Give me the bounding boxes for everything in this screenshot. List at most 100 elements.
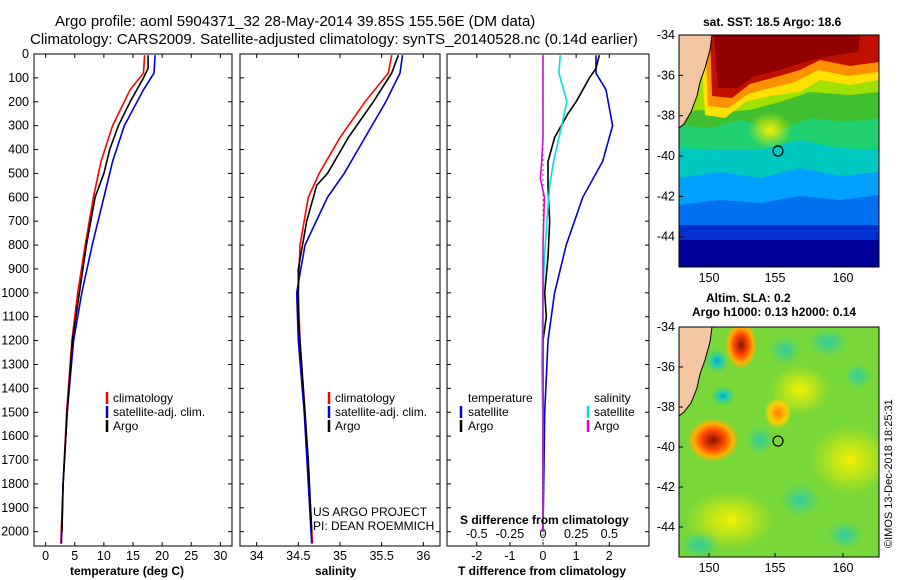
- x-tick-label: 34.5: [286, 549, 310, 563]
- depth-axis: 0 100 200 300 400 500 600 700 800 900 1000 1100 1200…: [1, 47, 649, 539]
- map-lat-tick-label: -38: [657, 109, 675, 123]
- x-tick-label: -1: [504, 549, 515, 563]
- x-top-tick-label: 0.25: [564, 527, 588, 541]
- depth-tick-label: 2000: [1, 525, 29, 539]
- map-lon-tick-label: 160: [833, 271, 854, 285]
- profile-series: [60, 54, 614, 544]
- difference-legend: temperature satellite Argo salinity sate…: [459, 391, 635, 433]
- map-lon-tick-label: 155: [765, 561, 786, 575]
- map-lon-tick-label: 150: [699, 271, 720, 285]
- depth-tick-label: 1300: [1, 357, 29, 371]
- salinity-satellite-adj-clim--line: [295, 55, 404, 544]
- sst-map: [679, 35, 879, 267]
- legend-argo-label: Argo: [113, 419, 139, 433]
- salinity-argo-line: [297, 54, 400, 532]
- sst-map-frame: [678, 34, 880, 268]
- x-tick-label: 0: [42, 549, 49, 563]
- legend-t-argo-label: Argo: [468, 419, 494, 433]
- figure-title-line1: Argo profile: aoml 5904371_32 28-May-201…: [55, 13, 535, 30]
- salinity-panel-frame: [239, 53, 441, 547]
- x-tick-label: 36: [416, 549, 430, 563]
- sla-map: [679, 327, 879, 557]
- figure-title-line2: Climatology: CARS2009. Satellite-adjuste…: [30, 31, 638, 48]
- legend-satellite-label: satellite-adj. clim.: [335, 405, 427, 419]
- x-top-tick-label: -0.5: [466, 527, 488, 541]
- sla-red-eddy-north: [725, 327, 757, 369]
- depth-tick-label: 1900: [1, 501, 29, 515]
- depth-tick-label: 300: [8, 119, 29, 133]
- x-tick-label: 35.5: [369, 549, 393, 563]
- x-tick-label: 20: [155, 549, 169, 563]
- map-lat-tick-label: -34: [657, 320, 675, 334]
- x-tick-label: 25: [184, 549, 198, 563]
- temperature-legend: climatology satellite-adj. clim. Argo: [105, 391, 205, 433]
- x-axes: 0 5 10 15 20 25 30 34 34.5 35 35.5 36 -2 -1 0 1 2 -0.5 -0.…: [42, 54, 618, 563]
- legend-climatology-label: climatology: [335, 391, 395, 405]
- sla-cool-eddy-mid: [711, 386, 735, 406]
- temperature-satellite-adj-clim--line: [60, 55, 156, 544]
- map-lat-tick-label: -36: [657, 360, 675, 374]
- depth-tick-label: 1500: [1, 405, 29, 419]
- depth-tick-label: 700: [8, 214, 29, 228]
- sst-map-axes: 150 155 160 -34 -36 -38 -40 -42 -44: [657, 28, 854, 285]
- map-lon-tick-label: 150: [699, 561, 720, 575]
- sst-land: [679, 35, 712, 128]
- sla-map-axes: 150 155 160 -34 -36 -38 -40 -42 -44: [657, 320, 854, 575]
- x-top-tick-label: -0.25: [496, 527, 525, 541]
- salinity-axis-label: salinity: [315, 564, 357, 578]
- map-lat-tick-label: -40: [657, 440, 675, 454]
- depth-tick-label: 900: [8, 262, 29, 276]
- depth-tick-label: 1800: [1, 477, 29, 491]
- sla-map-frame: [678, 326, 880, 558]
- depth-tick-label: 500: [8, 166, 29, 180]
- map-lon-tick-label: 160: [833, 561, 854, 575]
- sst-map-title: sat. SST: 18.5 Argo: 18.6: [703, 15, 842, 29]
- x-tick-label: -2: [471, 549, 482, 563]
- legend-s-satellite-label: satellite: [594, 405, 635, 419]
- s-difference-axis-label: S difference from climatology: [460, 513, 629, 527]
- legend-climatology-label: climatology: [113, 391, 173, 405]
- credit-line1: US ARGO PROJECT: [313, 505, 428, 519]
- differences-t-satellite-line: [542, 55, 614, 532]
- map-lat-tick-label: -40: [657, 149, 675, 163]
- x-tick-label: 2: [606, 549, 613, 563]
- depth-tick-label: 800: [8, 238, 29, 252]
- sla-map-title-line2: Argo h1000: 0.13 h2000: 0.14: [692, 305, 856, 319]
- salinity-legend: climatology satellite-adj. clim. Argo: [327, 391, 427, 433]
- x-tick-label: 1: [573, 549, 580, 563]
- depth-tick-label: 100: [8, 71, 29, 85]
- sla-red-eddy-west: [687, 418, 739, 462]
- sla-map-title-line1: Altim. SLA: 0.2: [706, 291, 791, 305]
- temperature-climatology-line: [60, 55, 146, 544]
- legend-temperature-header: temperature: [468, 391, 533, 405]
- depth-tick-label: 1100: [2, 310, 29, 324]
- sla-float-location-marker: [772, 435, 784, 447]
- x-tick-label: 34: [250, 549, 264, 563]
- x-top-tick-label: 0.5: [601, 527, 618, 541]
- x-tick-label: 0: [540, 549, 547, 563]
- depth-tick-label: 1600: [1, 429, 29, 443]
- depth-tick-label: 0: [22, 47, 29, 61]
- sla-orange-eddy: [764, 397, 792, 429]
- temperature-argo-line: [61, 55, 149, 532]
- map-lat-tick-label: -44: [657, 520, 675, 534]
- legend-t-satellite-label: satellite: [468, 405, 509, 419]
- sst-coastline: [679, 35, 713, 129]
- depth-tick-label: 1000: [1, 286, 29, 300]
- map-lat-tick-label: -42: [657, 480, 675, 494]
- difference-panel-frame: [446, 53, 650, 547]
- imos-timestamp: ©IMOS 13-Dec-2018 18:25:31: [883, 399, 895, 548]
- x-tick-label: 30: [213, 549, 227, 563]
- x-tick-label: 35: [333, 549, 347, 563]
- legend-salinity-header: salinity: [594, 391, 631, 405]
- depth-tick-label: 1700: [1, 453, 29, 467]
- salinity-climatology-line: [297, 55, 393, 544]
- differences-s-satellite-line: [540, 55, 568, 532]
- map-lat-tick-label: -44: [657, 230, 675, 244]
- temperature-axis-label: temperature (deg C): [70, 564, 184, 578]
- depth-tick-label: 1200: [1, 334, 29, 348]
- x-tick-label: 10: [97, 549, 111, 563]
- depth-tick-label: 200: [8, 95, 29, 109]
- map-lat-tick-label: -38: [657, 400, 675, 414]
